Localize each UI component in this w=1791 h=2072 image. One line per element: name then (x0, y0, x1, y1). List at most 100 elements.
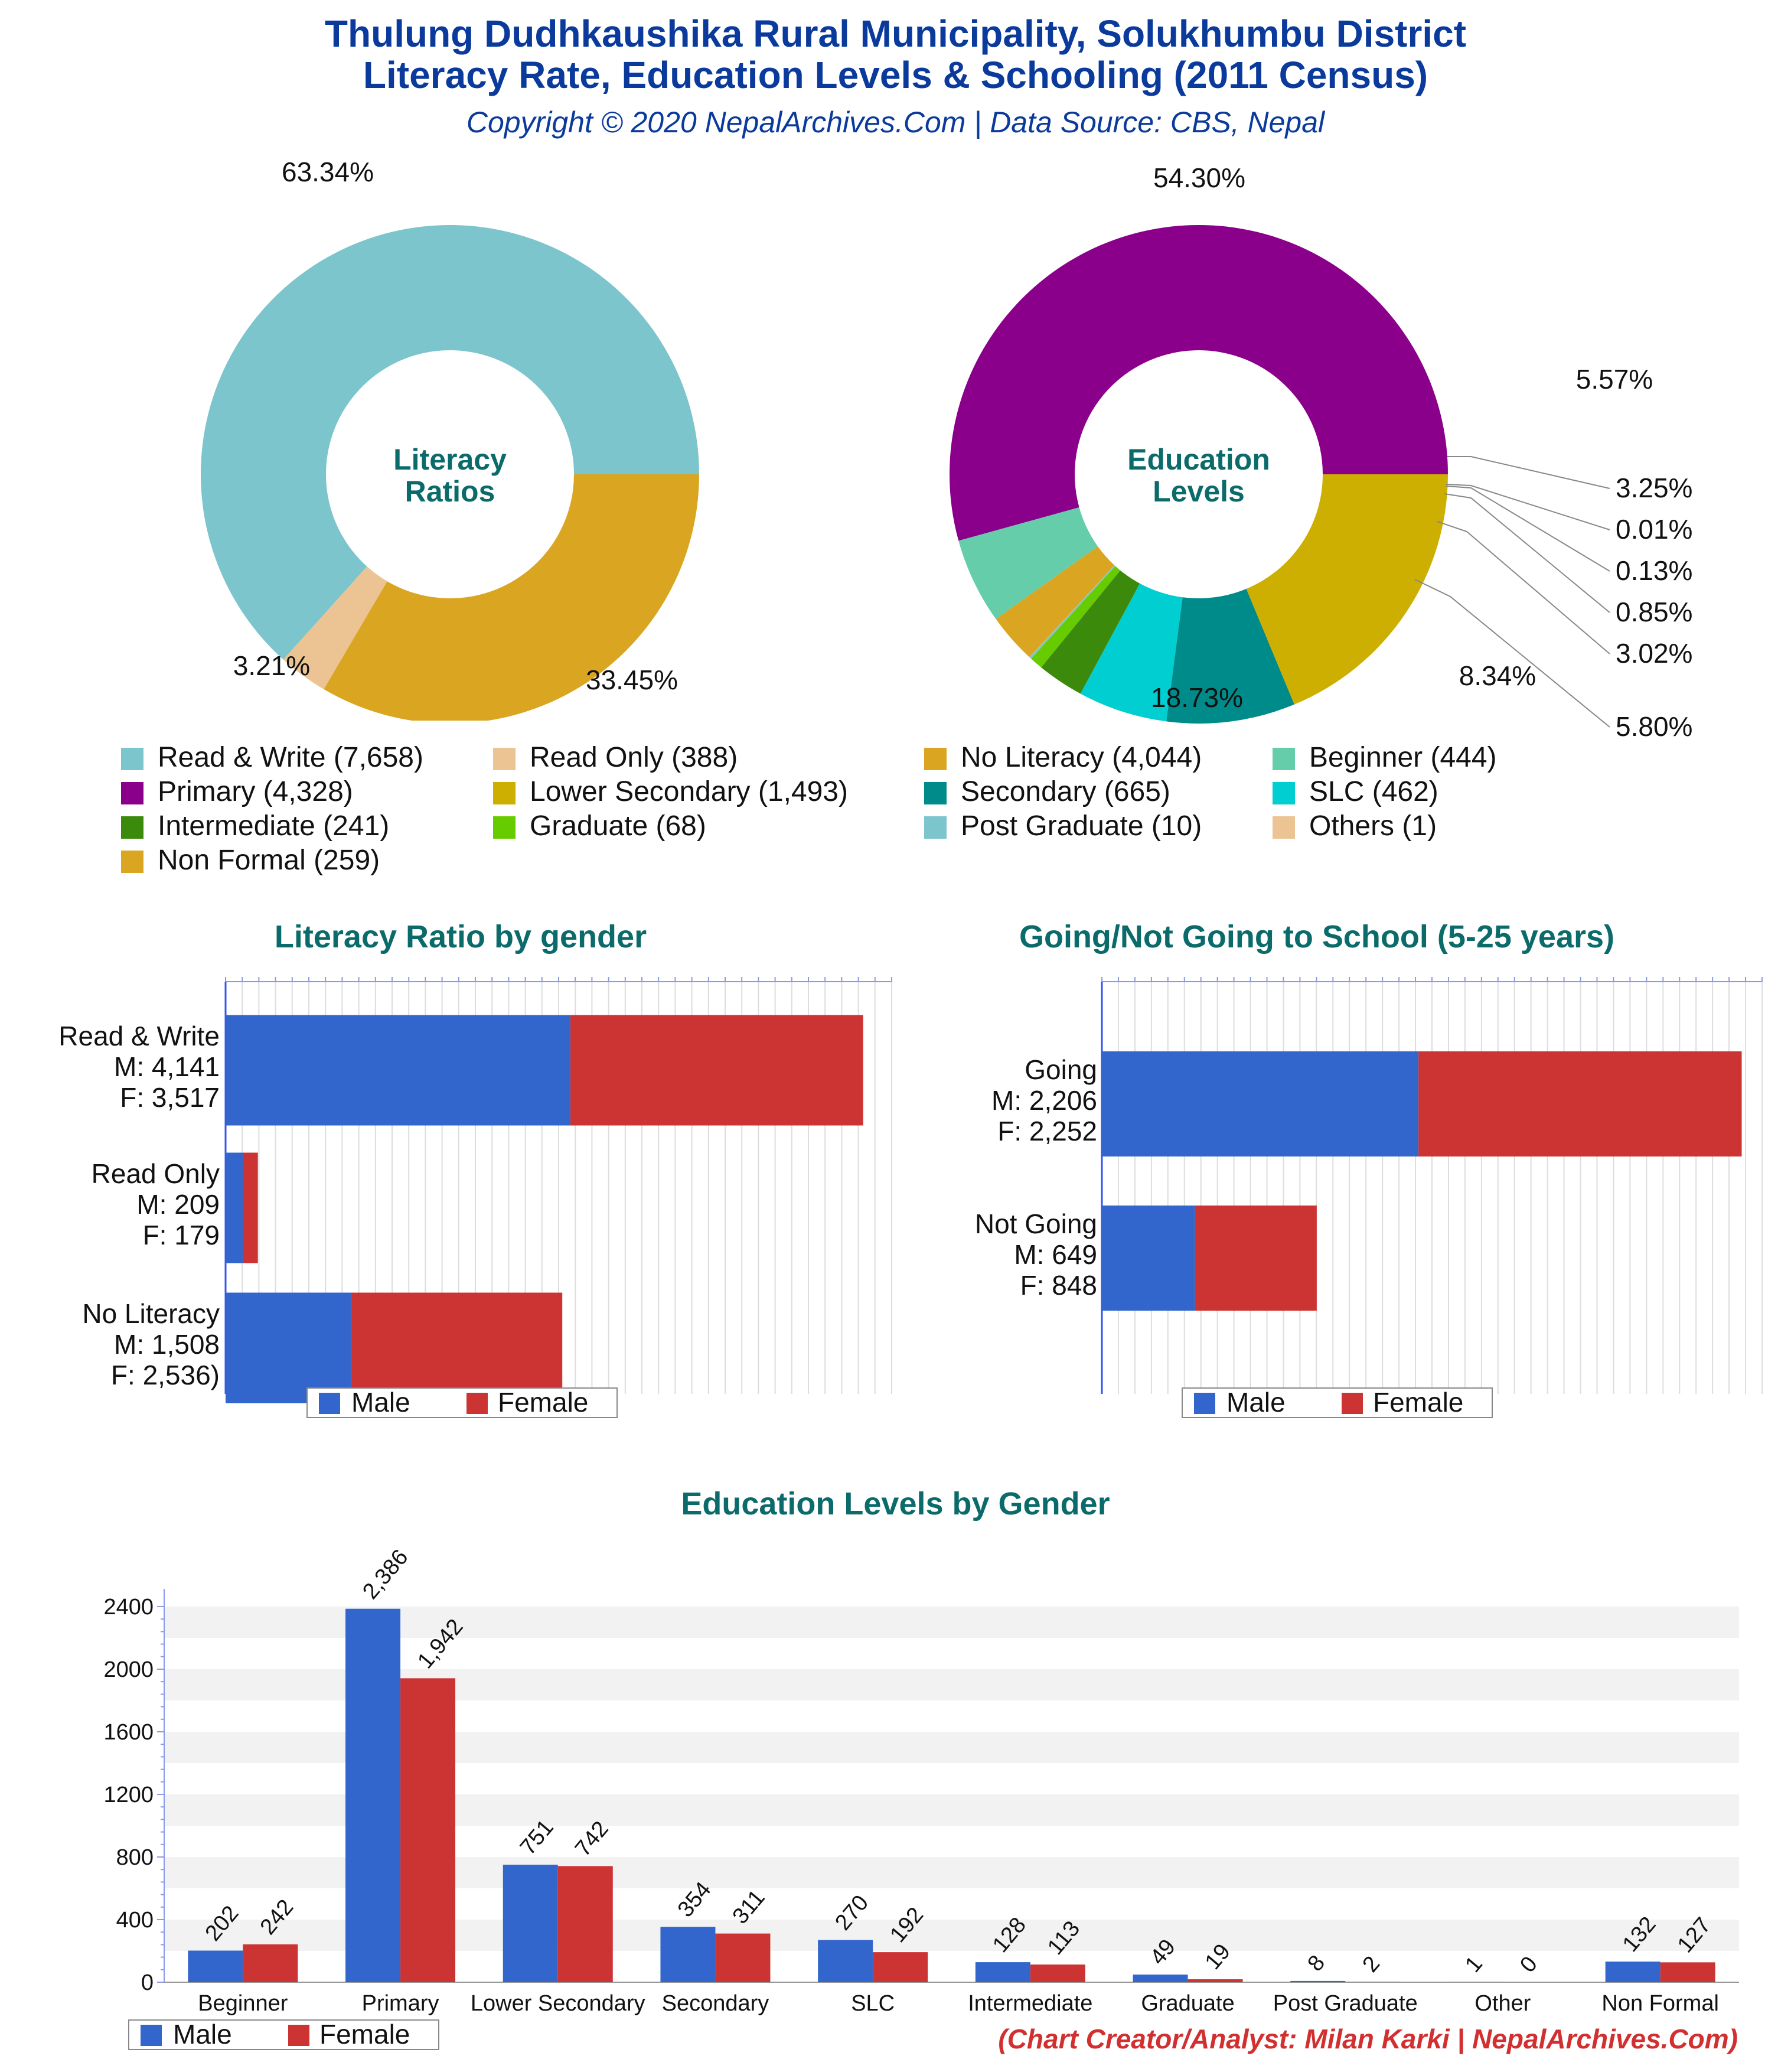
education-gender-title: Education Levels by Gender (681, 1486, 1110, 1522)
donut-center-label: Education Levels (1127, 443, 1270, 508)
male-swatch (1194, 1393, 1215, 1414)
bar-no-literacy-male (226, 1292, 351, 1403)
bar-going-female (1418, 1051, 1742, 1156)
y-tick-label: 400 (116, 1908, 154, 1933)
bar-post-graduate-male (1290, 1980, 1346, 1982)
legend-label: Primary (4,328) (158, 776, 353, 807)
bar-graduate-male (1133, 1975, 1188, 1982)
slice-beginner (958, 507, 1098, 620)
y-tick-label: 0 (141, 1970, 154, 1995)
x-tick-label-graduate: Graduate (1141, 1991, 1234, 2016)
data-label: 2,386 (358, 1545, 413, 1604)
bar-primary-female (400, 1678, 456, 1982)
y-tick-label: 2400 (103, 1595, 154, 1620)
legend-swatch (493, 748, 516, 770)
legend-swatch (121, 851, 143, 873)
gender-legend-box (306, 1387, 618, 1418)
leader-line (1446, 486, 1610, 572)
bar-slc-male (818, 1940, 873, 1982)
category-label-going: Going M: 2,206 F: 2,252 (991, 1054, 1097, 1146)
gender-legend-box (128, 2019, 439, 2050)
slice-percent-label: 5.57% (1576, 364, 1653, 395)
literacy-gender-title: Literacy Ratio by gender (274, 919, 647, 954)
legend-label: Non Formal (259) (158, 845, 380, 876)
legend-item-secondary: Secondary (665) (924, 776, 1170, 808)
bar-primary-male (345, 1608, 401, 1982)
bar-intermediate-male (975, 1962, 1030, 1982)
leader-line (1447, 456, 1610, 489)
slice-primary (950, 224, 1448, 541)
bar-non-formal-male (1605, 1962, 1660, 1982)
legend-item-graduate: Graduate (68) (493, 810, 706, 842)
slice-percent-label: 18.73% (1151, 682, 1243, 713)
legend-label: Others (1) (1309, 810, 1437, 842)
y-tick-label: 2000 (103, 1657, 154, 1682)
legend-item-read-only: Read Only (388) (493, 741, 738, 774)
slice-percent-label: 54.30% (1153, 162, 1245, 193)
slice-percent-label: 3.21% (233, 650, 310, 681)
legend-label: No Literacy (4,044) (961, 742, 1202, 773)
gender-legend-box (1182, 1387, 1493, 1418)
bar-intermediate-female (1030, 1965, 1085, 1982)
slice-read-only (283, 566, 387, 689)
legend-swatch (924, 782, 947, 804)
y-tick-label: 800 (116, 1845, 154, 1870)
x-tick-label-secondary: Secondary (662, 1991, 769, 2016)
slice-percent-label: 63.34% (282, 157, 374, 187)
legend-label: Secondary (665) (961, 776, 1170, 807)
slice-slc (1080, 583, 1183, 722)
slice-percent-label: 5.80% (1616, 711, 1692, 742)
page-subtitle: Copyright © 2020 NepalArchives.Com | Dat… (466, 106, 1325, 139)
legend-swatch (121, 782, 143, 804)
bar-read-write-female (570, 1015, 863, 1126)
page-title-line1: Thulung Dudhkaushika Rural Municipality,… (324, 12, 1467, 55)
legend-label: Post Graduate (10) (961, 810, 1202, 842)
grid-band (164, 1607, 1739, 1638)
bar-beginner-male (188, 1950, 243, 1982)
page-title-line2: Literacy Rate, Education Levels & School… (363, 54, 1428, 96)
school-title: Going/Not Going to School (5-25 years) (1019, 919, 1615, 954)
female-swatch (288, 2025, 309, 2046)
legend-item-lower-secondary: Lower Secondary (1,493) (493, 776, 848, 808)
legend-item-beginner: Beginner (444) (1273, 741, 1497, 774)
x-tick-label-post-graduate: Post Graduate (1273, 1991, 1418, 2016)
legend-item-non-formal: Non Formal (259) (121, 844, 380, 877)
male-swatch (319, 1393, 340, 1414)
bar-read-write-male (226, 1015, 570, 1126)
slice-percent-label: 0.13% (1616, 555, 1692, 586)
data-label: 0 (1515, 1952, 1542, 1977)
footer-credit: (Chart Creator/Analyst: Milan Karki | Ne… (998, 2024, 1738, 2054)
category-label-no-literacy: No Literacy M: 1,508 F: 2,536) (82, 1298, 220, 1390)
x-tick-label-intermediate: Intermediate (968, 1991, 1092, 2016)
bar-read-only-male (226, 1152, 243, 1263)
data-label: 1 (1460, 1952, 1487, 1977)
male-legend-label: Male (351, 1387, 410, 1418)
legend-swatch (924, 748, 947, 770)
x-tick-label-slc: SLC (851, 1991, 895, 2016)
bar-lower-secondary-male (503, 1864, 558, 1982)
legend-swatch (1273, 782, 1295, 804)
pie-legend: Read & Write (7,658) Read Only (388) No Li… (0, 741, 1791, 889)
x-tick-label-lower-secondary: Lower Secondary (471, 1991, 645, 2016)
female-legend-label: Female (1373, 1387, 1463, 1418)
male-swatch (141, 2025, 162, 2046)
legend-label: Read Only (388) (530, 742, 738, 773)
leader-line (1446, 484, 1610, 530)
legend-label: Lower Secondary (1,493) (530, 776, 848, 807)
bar-lower-secondary-female (557, 1866, 613, 1982)
x-tick-label-primary: Primary (362, 1991, 439, 2016)
legend-item-post-graduate: Post Graduate (10) (924, 810, 1202, 842)
legend-swatch (493, 782, 516, 804)
bar-beginner-female (243, 1944, 298, 1982)
bar-no-literacy-female (351, 1292, 563, 1403)
bar-read-only-female (243, 1152, 258, 1263)
leader-line (1437, 521, 1610, 654)
slice-post-graduate (1029, 565, 1115, 659)
slice-percent-label: 3.02% (1616, 638, 1692, 669)
category-label-read-only: Read Only M: 209 F: 179 (92, 1158, 220, 1250)
bar-secondary-male (660, 1927, 716, 1982)
female-swatch (1342, 1393, 1363, 1414)
leader-line (1444, 493, 1610, 613)
slice-read-write (201, 225, 700, 660)
slice-graduate (1031, 566, 1121, 667)
